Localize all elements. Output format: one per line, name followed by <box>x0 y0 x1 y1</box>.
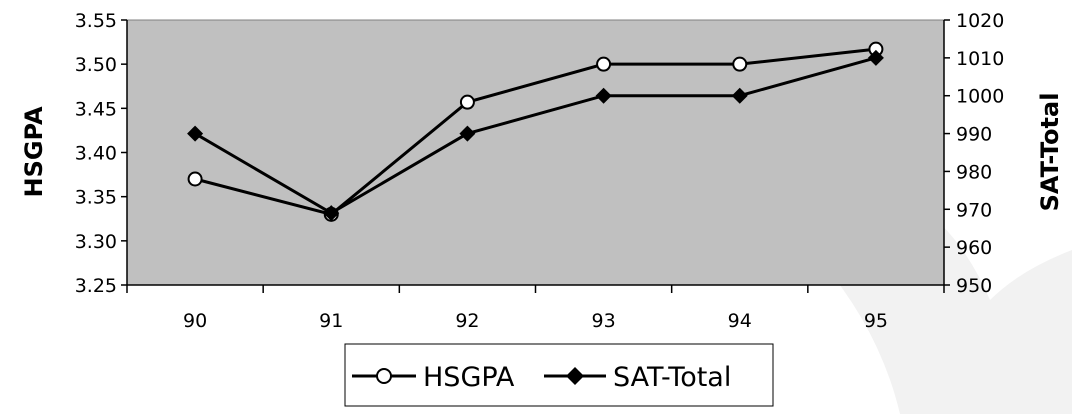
legend-label-hsgpa: HSGPA <box>423 362 515 393</box>
axes: 3.25 3.30 3.35 3.40 3.45 3.50 3.55 950 960 970 980… <box>75 10 1005 332</box>
right-tick-label: 1020 <box>956 10 1004 32</box>
left-tick-label: 3.50 <box>75 54 117 76</box>
right-tick-label: 990 <box>956 124 992 146</box>
series-line-hsgpa <box>194 47 877 216</box>
x-tick-label: 95 <box>864 310 888 332</box>
right-tick-label: 1010 <box>956 48 1004 70</box>
left-axis-title: HSGPA <box>20 106 48 197</box>
left-tick-label: 3.35 <box>75 187 117 209</box>
right-tick-label: 980 <box>956 161 992 183</box>
right-tick-label: 950 <box>956 275 992 297</box>
point-hsgpa <box>732 56 748 72</box>
point-sat-total <box>731 87 748 104</box>
legend: HSGPA SAT-Total <box>344 343 774 407</box>
right-axis-title: SAT-Total <box>1036 93 1064 212</box>
legend-marker-sat <box>566 367 584 385</box>
left-tick-label: 3.30 <box>75 231 117 253</box>
left-tick-label: 3.55 <box>75 10 117 32</box>
point-sat-total <box>323 205 340 222</box>
point-sat-total <box>867 49 884 66</box>
point-sat-total <box>187 125 204 142</box>
x-tick-label: 93 <box>591 310 615 332</box>
legend-marker-hsgpa <box>376 368 392 384</box>
point-hsgpa <box>187 171 203 187</box>
series-layer <box>187 41 884 222</box>
point-sat-total <box>595 87 612 104</box>
right-tick-label: 960 <box>956 237 992 259</box>
point-hsgpa <box>459 94 475 110</box>
legend-label-sat: SAT-Total <box>613 362 731 393</box>
plot-area <box>126 19 945 286</box>
series-line-sat-total <box>194 56 877 215</box>
right-tick-label: 970 <box>956 199 992 221</box>
point-hsgpa <box>596 56 612 72</box>
x-tick-label: 90 <box>183 310 207 332</box>
x-tick-label: 92 <box>455 310 479 332</box>
left-tick-label: 3.25 <box>75 275 117 297</box>
point-sat-total <box>459 125 476 142</box>
x-tick-label: 94 <box>728 310 752 332</box>
left-tick-label: 3.40 <box>75 143 117 165</box>
left-tick-label: 3.45 <box>75 98 117 120</box>
x-tick-label: 91 <box>319 310 343 332</box>
right-tick-label: 1000 <box>956 86 1004 108</box>
